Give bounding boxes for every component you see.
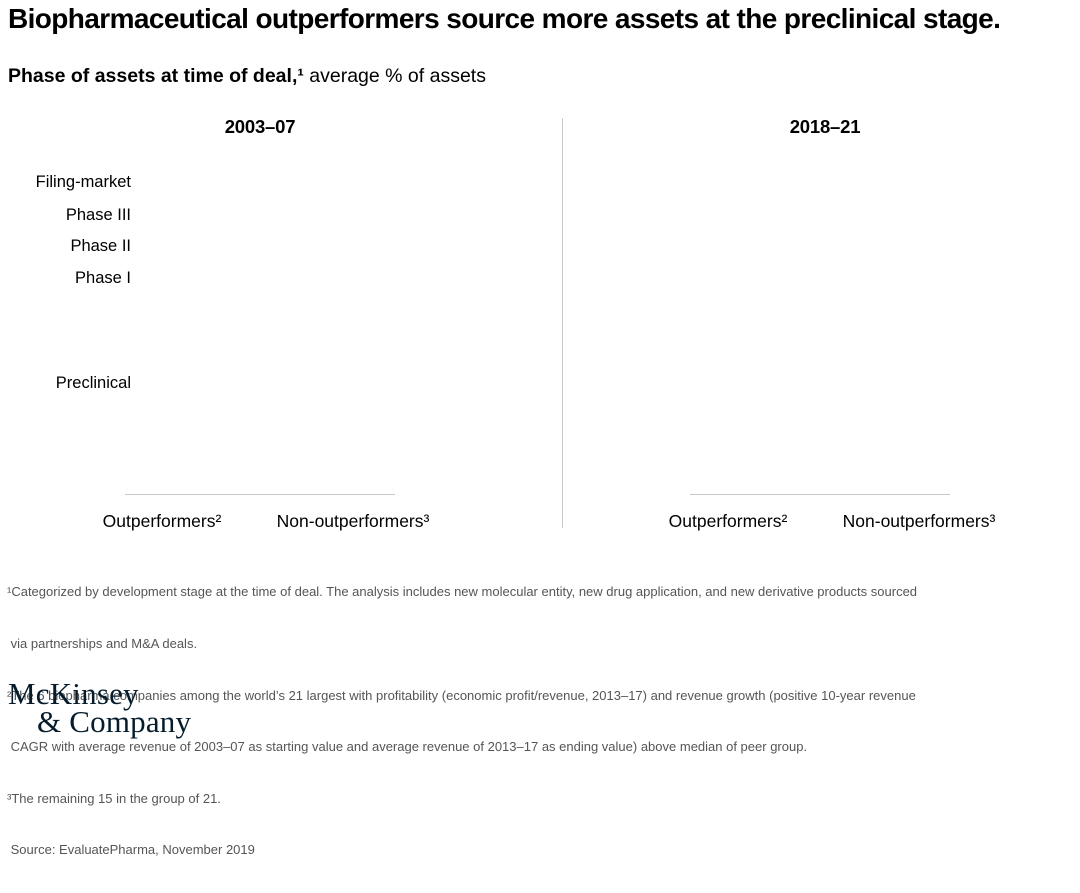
group-label-non-outperformers-right: Non-outperformers³	[842, 511, 996, 531]
stage-label-phase-i: Phase I	[75, 269, 131, 287]
panel-divider-line	[562, 118, 563, 528]
chart-plot-area-right	[690, 140, 950, 494]
logo-line-1: McKinsey	[8, 676, 139, 711]
panel-title-2018-21: 2018–21	[789, 116, 861, 137]
panel-title-2003-07: 2003–07	[224, 116, 296, 137]
group-label-non-outperformers-left: Non-outperformers³	[276, 511, 430, 531]
chart-plot-area-left	[125, 140, 395, 494]
footnote-line-3: ³The remaining 15 in the group of 21.	[7, 790, 221, 806]
stage-label-phase-ii: Phase II	[70, 237, 131, 255]
footnote-source-line: Source: EvaluatePharma, November 2019	[7, 842, 255, 858]
mckinsey-company-logo: McKinsey & Company	[8, 676, 192, 739]
footnote-line-1-cont: via partnerships and M&A deals.	[7, 636, 198, 652]
stage-label-filing-market: Filing-market	[35, 173, 131, 191]
logo-line-2: & Company	[37, 704, 192, 739]
group-label-outperformers-right: Outperformers²	[668, 511, 788, 531]
footnote-line-1: ¹Categorized by development stage at the…	[7, 584, 918, 600]
x-axis-line-right	[690, 494, 950, 495]
subtitle-unit-text: average % of assets	[303, 65, 486, 87]
group-label-outperformers-left: Outperformers²	[102, 511, 222, 531]
exhibit-subtitle: Phase of assets at time of deal,¹ averag…	[8, 65, 486, 88]
footnote-line-2-cont: CAGR with average revenue of 2003–07 as …	[7, 739, 808, 755]
footnote-line-2: ²The 6 biopharma companies among the wor…	[7, 687, 916, 703]
exhibit-title: Biopharmaceutical outperformers source m…	[8, 3, 1001, 34]
subtitle-bold-text: Phase of assets at time of deal,¹	[8, 65, 304, 87]
stage-label-phase-iii: Phase III	[65, 206, 131, 224]
stage-label-preclinical: Preclinical	[55, 374, 131, 392]
x-axis-line-left	[125, 494, 395, 495]
